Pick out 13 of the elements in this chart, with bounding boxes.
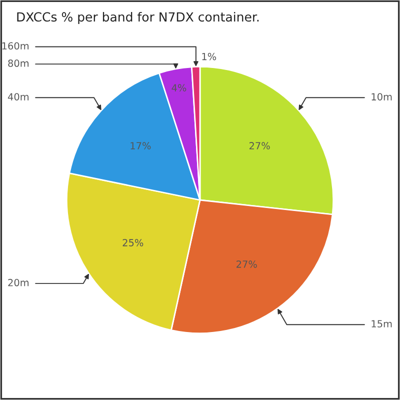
data-label: 1% — [202, 52, 216, 60]
data-label: 25% — [122, 239, 144, 246]
data-label: 17% — [130, 142, 151, 150]
slice-label: 20m — [8, 278, 29, 286]
slice-label: 80m — [8, 60, 29, 67]
data-label: 4% — [172, 84, 186, 92]
slice-label: 15m — [372, 320, 392, 328]
slice-label: 160m — [2, 42, 29, 50]
slice-label: 40m — [8, 93, 29, 100]
slice-label: 10m — [372, 93, 392, 100]
data-label: 27% — [249, 142, 270, 150]
data-label: 27% — [236, 260, 257, 268]
chart-title: DXCCs % per band for N7DX container. — [17, 12, 259, 24]
